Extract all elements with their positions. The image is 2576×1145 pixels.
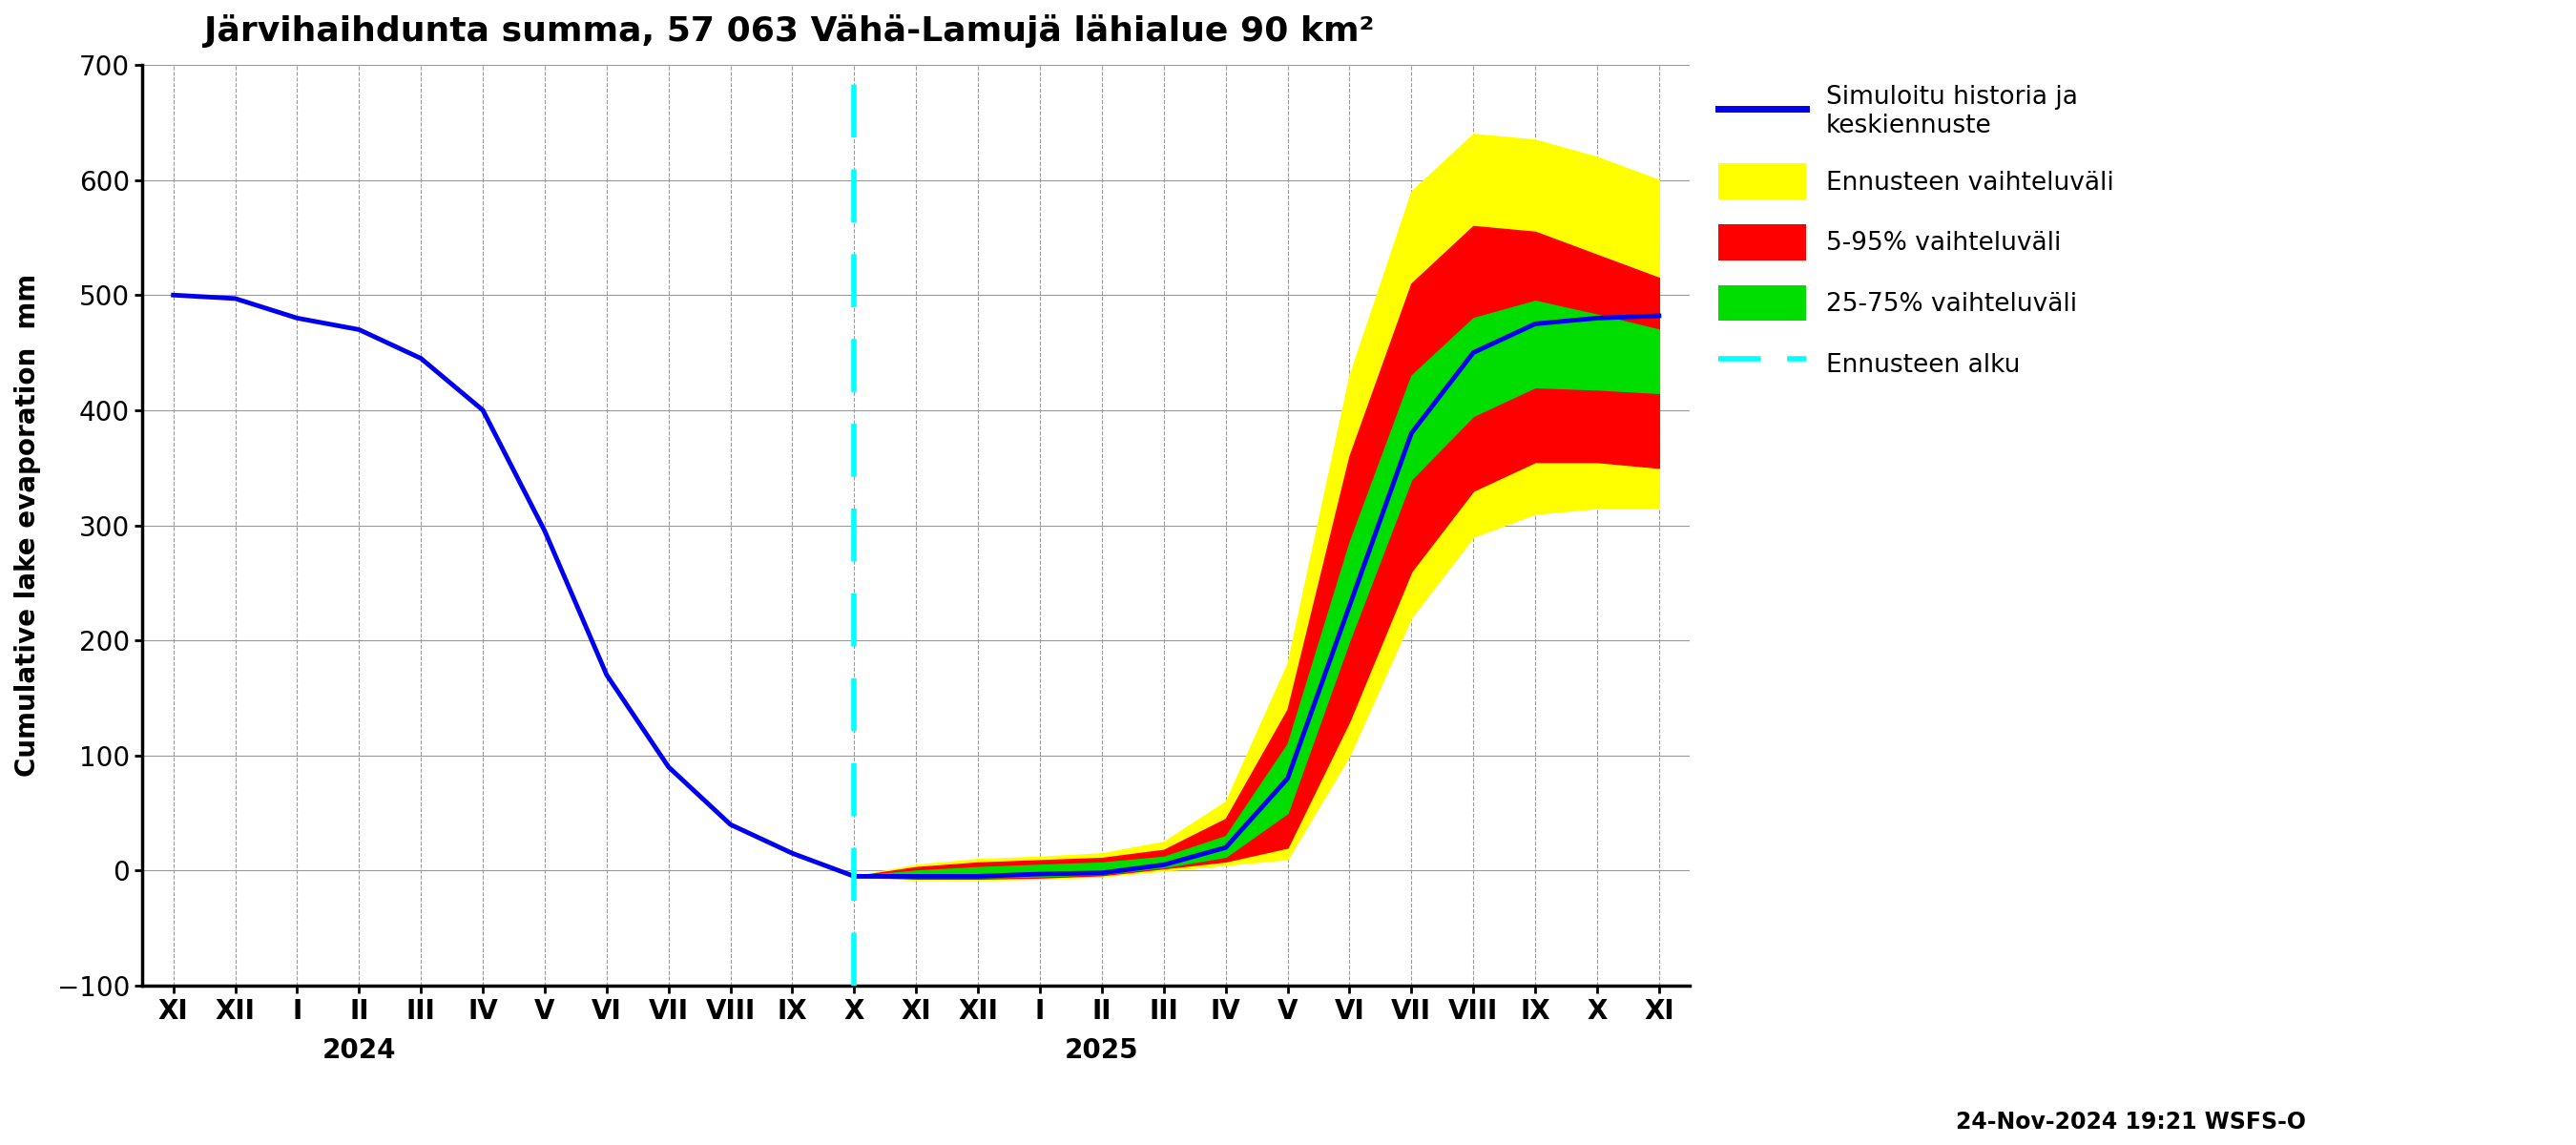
Text: 2024: 2024 xyxy=(322,1037,397,1064)
Text: Järvihaihdunta summa, 57 063 Vähä-Lamujä lähialue 90 km²: Järvihaihdunta summa, 57 063 Vähä-Lamujä… xyxy=(204,14,1376,48)
Y-axis label: Cumulative lake evaporation  mm: Cumulative lake evaporation mm xyxy=(15,274,41,776)
Text: 24-Nov-2024 19:21 WSFS-O: 24-Nov-2024 19:21 WSFS-O xyxy=(1955,1111,2306,1134)
Text: 2025: 2025 xyxy=(1064,1037,1139,1064)
Legend: Simuloitu historia ja
keskiennuste, Ennusteen vaihteluväli, 5-95% vaihteluväli, : Simuloitu historia ja keskiennuste, Ennu… xyxy=(1710,78,2123,389)
